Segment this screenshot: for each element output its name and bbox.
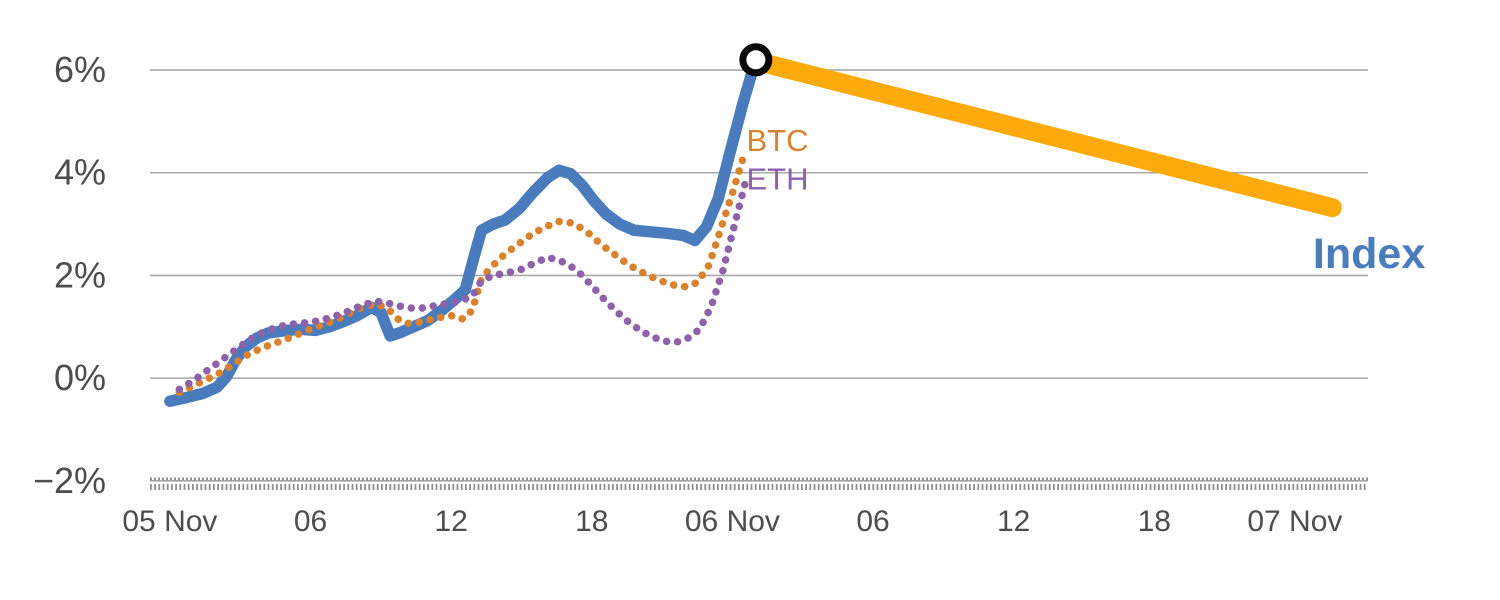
series-line-index-projection <box>747 51 1342 218</box>
series-label-eth: ETH <box>746 162 808 197</box>
x-tick-label: 06 <box>856 505 889 538</box>
peak-marker <box>739 43 773 77</box>
x-tick-label: 05 Nov <box>122 505 217 538</box>
x-tick-label: 18 <box>1138 505 1171 538</box>
series-line-eth <box>175 174 751 394</box>
y-tick-label: 6% <box>54 49 106 90</box>
x-tick-label: 07 Nov <box>1247 505 1342 538</box>
x-tick-label: 18 <box>575 505 608 538</box>
x-tick-label: 06 <box>294 505 327 538</box>
y-tick-label: 2% <box>54 254 106 295</box>
x-tick-label: 06 Nov <box>685 505 780 538</box>
y-tick-label: 4% <box>54 152 106 193</box>
series-label-index: Index <box>1313 230 1425 278</box>
series-line-btc <box>175 151 748 397</box>
series-label-btc: BTC <box>746 123 808 158</box>
y-tick-label: 0% <box>54 357 106 398</box>
y-tick-label: −2% <box>33 460 106 501</box>
x-tick-label: 12 <box>434 505 467 538</box>
x-tick-label: 12 <box>997 505 1030 538</box>
